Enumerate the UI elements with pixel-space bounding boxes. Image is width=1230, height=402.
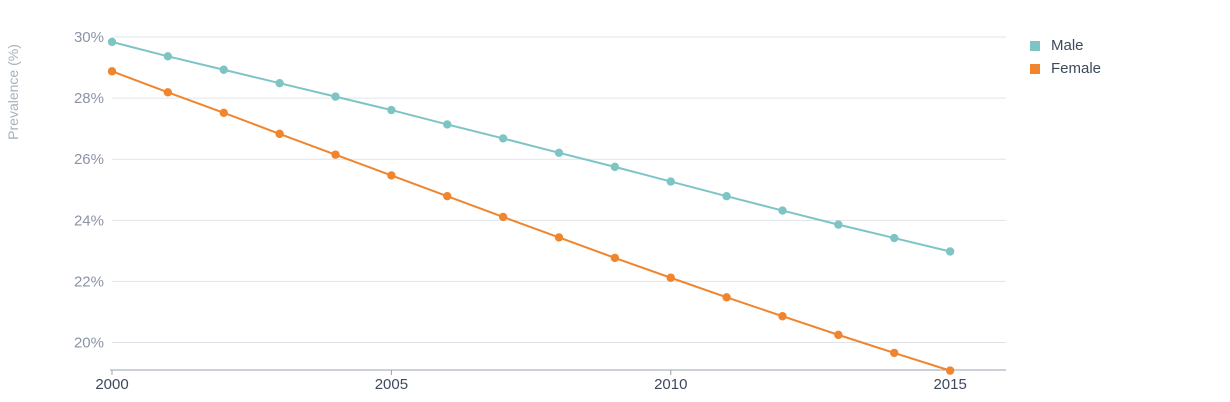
- legend-item-male[interactable]: Male: [1030, 34, 1101, 57]
- data-point[interactable]: [498, 212, 508, 222]
- data-point[interactable]: [666, 273, 675, 282]
- data-point[interactable]: [666, 177, 675, 186]
- data-point[interactable]: [945, 366, 955, 375]
- x-tick-label: 2005: [375, 376, 408, 393]
- legend: Male Female: [1030, 34, 1101, 80]
- data-point[interactable]: [443, 120, 452, 129]
- y-axis-ticks: 20% 22% 24% 26% 28% 30%: [74, 29, 104, 351]
- data-point[interactable]: [107, 67, 117, 76]
- data-point[interactable]: [610, 162, 620, 172]
- series-layer: [107, 37, 955, 375]
- data-point[interactable]: [945, 247, 955, 256]
- y-tick-label: 30%: [74, 29, 104, 46]
- x-axis-ticks: 2000 2005 2010 2015: [95, 370, 967, 393]
- data-point[interactable]: [387, 105, 396, 115]
- y-tick-label: 24%: [74, 212, 104, 229]
- data-point[interactable]: [498, 134, 508, 143]
- data-point[interactable]: [387, 171, 396, 180]
- data-point[interactable]: [331, 150, 340, 159]
- data-point[interactable]: [554, 148, 564, 158]
- series-female: [107, 67, 955, 375]
- legend-swatch: [1030, 63, 1040, 74]
- y-tick-label: 20%: [74, 335, 104, 352]
- data-point[interactable]: [219, 65, 228, 74]
- x-tick-label: 2000: [95, 376, 128, 393]
- data-point[interactable]: [610, 253, 620, 263]
- x-tick-label: 2015: [933, 376, 966, 393]
- data-point[interactable]: [163, 52, 173, 61]
- data-point[interactable]: [890, 233, 899, 243]
- data-point[interactable]: [275, 78, 284, 88]
- data-point[interactable]: [834, 220, 843, 229]
- y-tick-label: 26%: [74, 151, 104, 168]
- series-male: [107, 37, 955, 256]
- legend-item-female[interactable]: Female: [1030, 57, 1101, 80]
- data-point[interactable]: [443, 191, 452, 201]
- data-point[interactable]: [554, 233, 564, 242]
- data-point[interactable]: [778, 206, 787, 215]
- series-line: [111, 70, 951, 372]
- y-tick-label: 22%: [74, 273, 104, 290]
- legend-swatch: [1030, 40, 1040, 51]
- data-point[interactable]: [275, 129, 284, 139]
- grid-lines: [110, 36, 1006, 371]
- legend-label: Male: [1051, 37, 1084, 54]
- data-point[interactable]: [890, 348, 899, 358]
- legend-label: Female: [1051, 60, 1102, 77]
- data-point[interactable]: [834, 330, 843, 340]
- data-point[interactable]: [722, 293, 731, 302]
- data-point[interactable]: [163, 88, 173, 97]
- y-tick-label: 28%: [74, 90, 104, 107]
- y-axis-title: Prevalence (%): [5, 44, 21, 140]
- data-point[interactable]: [722, 191, 731, 201]
- x-tick-label: 2010: [654, 376, 687, 393]
- data-point[interactable]: [778, 312, 787, 321]
- data-point[interactable]: [219, 108, 228, 118]
- data-point[interactable]: [107, 37, 117, 47]
- series-line: [111, 40, 951, 253]
- data-point[interactable]: [331, 92, 340, 101]
